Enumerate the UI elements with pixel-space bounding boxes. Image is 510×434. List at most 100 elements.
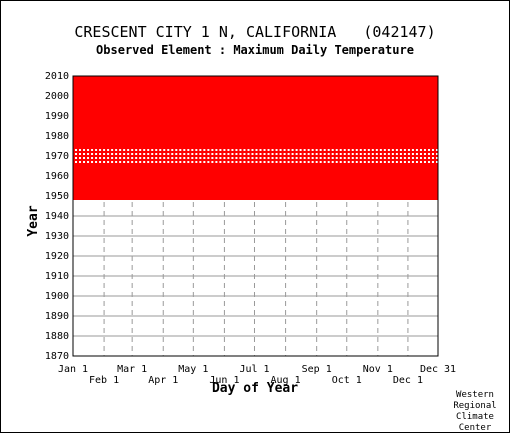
data-block xyxy=(73,76,438,200)
data-segment xyxy=(277,153,280,155)
credit-line: Regional xyxy=(453,401,497,411)
data-segment xyxy=(177,153,180,155)
data-segment xyxy=(297,153,300,155)
data-segment xyxy=(157,157,160,159)
data-segment xyxy=(145,161,148,163)
data-segment xyxy=(429,157,432,159)
data-segment xyxy=(349,153,352,155)
data-segment xyxy=(237,157,240,159)
data-segment xyxy=(273,161,276,163)
data-segment xyxy=(205,157,208,159)
data-segment xyxy=(349,161,352,163)
data-segment xyxy=(233,153,236,155)
data-segment xyxy=(149,149,152,151)
data-segment xyxy=(429,153,432,155)
data-segment xyxy=(405,161,408,163)
data-segment xyxy=(185,149,188,151)
data-segment xyxy=(409,161,412,163)
data-segment xyxy=(161,149,164,151)
data-segment xyxy=(213,149,216,151)
y-tick-label: 1900 xyxy=(45,291,69,302)
data-segment xyxy=(365,153,368,155)
data-segment xyxy=(217,149,220,151)
data-segment xyxy=(353,149,356,151)
data-segment xyxy=(413,153,416,155)
y-tick-label: 1960 xyxy=(45,171,69,182)
data-segment xyxy=(397,157,400,159)
data-segment xyxy=(141,161,144,163)
data-segment xyxy=(121,149,124,151)
data-segment xyxy=(193,161,196,163)
data-segment xyxy=(81,149,84,151)
data-segment xyxy=(177,149,180,151)
data-segment xyxy=(257,153,260,155)
data-segment xyxy=(309,149,312,151)
data-segment xyxy=(85,161,88,163)
data-segment xyxy=(305,149,308,151)
data-segment xyxy=(109,153,112,155)
data-segment xyxy=(321,161,324,163)
data-segment xyxy=(325,161,328,163)
data-segment xyxy=(225,153,228,155)
data-segment xyxy=(125,161,128,163)
data-segment xyxy=(421,157,424,159)
data-segment xyxy=(217,153,220,155)
data-segment xyxy=(133,161,136,163)
data-segment xyxy=(313,161,316,163)
data-segment xyxy=(113,157,116,159)
data-segment xyxy=(241,153,244,155)
data-segment xyxy=(325,157,328,159)
data-segment xyxy=(221,157,224,159)
data-segment xyxy=(249,161,252,163)
chart-title: CRESCENT CITY 1 N, CALIFORNIA (042147) xyxy=(74,23,436,41)
data-segment xyxy=(209,161,212,163)
data-segment xyxy=(257,157,260,159)
data-segment xyxy=(369,161,372,163)
data-segment xyxy=(173,153,176,155)
data-segment xyxy=(161,157,164,159)
data-segment xyxy=(153,161,156,163)
data-segment xyxy=(309,157,312,159)
data-segment xyxy=(93,149,96,151)
data-segment xyxy=(413,157,416,159)
data-segment xyxy=(329,149,332,151)
data-segment xyxy=(333,149,336,151)
data-segment xyxy=(253,149,256,151)
data-segment xyxy=(405,149,408,151)
x-tick-label: Feb 1 xyxy=(89,375,119,386)
data-segment xyxy=(409,157,412,159)
data-segment xyxy=(181,161,184,163)
data-segment xyxy=(293,149,296,151)
data-segment xyxy=(165,153,168,155)
data-segment xyxy=(201,161,204,163)
data-segment xyxy=(117,153,120,155)
data-segment xyxy=(173,149,176,151)
data-segment xyxy=(85,153,88,155)
data-segment xyxy=(281,157,284,159)
data-segment xyxy=(377,161,380,163)
data-segment xyxy=(285,153,288,155)
data-segment xyxy=(97,153,100,155)
data-segment xyxy=(341,153,344,155)
data-segment xyxy=(321,153,324,155)
data-segment xyxy=(369,157,372,159)
data-segment xyxy=(381,157,384,159)
data-segment xyxy=(221,161,224,163)
data-segment xyxy=(77,157,80,159)
data-segment xyxy=(409,149,412,151)
y-tick-label: 1880 xyxy=(45,331,69,342)
data-segment xyxy=(81,157,84,159)
data-segment xyxy=(193,157,196,159)
data-segment xyxy=(145,153,148,155)
data-segment xyxy=(129,157,132,159)
y-tick-label: 1890 xyxy=(45,311,69,322)
data-segment xyxy=(201,153,204,155)
data-segment xyxy=(77,161,80,163)
credit-label: Western Regional Climate Center xyxy=(449,390,501,434)
data-segment xyxy=(73,161,76,163)
data-segment xyxy=(349,149,352,151)
data-segment xyxy=(249,157,252,159)
data-segment xyxy=(305,161,308,163)
data-segment xyxy=(161,161,164,163)
data-segment xyxy=(293,153,296,155)
